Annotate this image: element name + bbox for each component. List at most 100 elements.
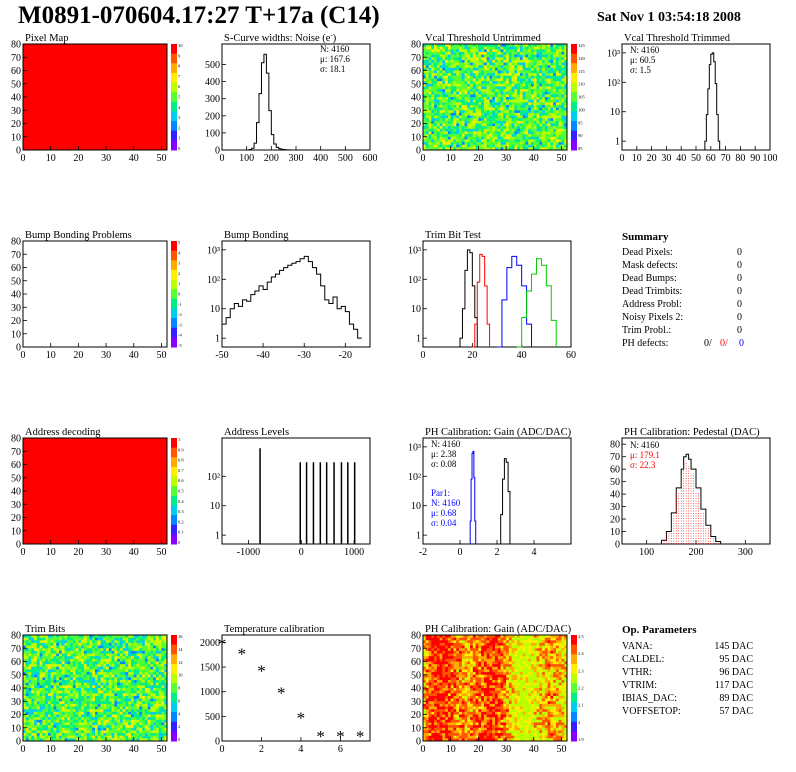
heatmap-cell bbox=[95, 711, 99, 715]
heatmap-cell bbox=[456, 126, 460, 130]
heatmap-cell bbox=[461, 49, 465, 53]
x-tick-label: 200 bbox=[689, 547, 704, 558]
heatmap-cell bbox=[89, 706, 93, 710]
heatmap-cell bbox=[39, 685, 43, 689]
heatmap-cell bbox=[39, 695, 43, 699]
heatmap-cell bbox=[472, 75, 477, 79]
heatmap-cell bbox=[558, 70, 562, 74]
heatmap-cell bbox=[464, 46, 468, 50]
heatmap-cell bbox=[489, 81, 493, 85]
heatmap-cell bbox=[506, 91, 510, 95]
heatmap-cell bbox=[36, 640, 41, 644]
heatmap-cell bbox=[486, 86, 490, 90]
heatmap-cell bbox=[423, 46, 427, 50]
heatmap-cell bbox=[508, 131, 513, 135]
heatmap-cell bbox=[75, 653, 79, 657]
heatmap-cell bbox=[425, 86, 429, 90]
heatmap-cell bbox=[128, 642, 132, 646]
heatmap-cell bbox=[459, 62, 463, 66]
heatmap-cell bbox=[42, 682, 46, 686]
heatmap-cell bbox=[519, 86, 524, 90]
heatmap-cell bbox=[72, 719, 77, 723]
heatmap-cell bbox=[158, 695, 162, 699]
heatmap-cell bbox=[131, 714, 135, 718]
heatmap-cell bbox=[511, 99, 515, 103]
heatmap-cell bbox=[64, 698, 68, 702]
heatmap-cell bbox=[525, 65, 529, 69]
heatmap-cell bbox=[522, 123, 526, 127]
heatmap-cell bbox=[428, 89, 432, 93]
heatmap-cell bbox=[470, 83, 474, 87]
heatmap-cell bbox=[517, 94, 521, 98]
heatmap-cell bbox=[95, 642, 99, 646]
heatmap-cell bbox=[142, 719, 146, 723]
y-tick-label: 10 bbox=[610, 527, 620, 538]
heatmap-cell bbox=[423, 112, 427, 116]
heatmap-cell bbox=[522, 89, 526, 93]
heatmap-cell bbox=[139, 690, 143, 694]
x-tick-label: 50 bbox=[156, 744, 166, 755]
heatmap-cell bbox=[108, 674, 113, 678]
heatmap-cell bbox=[453, 144, 457, 148]
heatmap-cell bbox=[36, 635, 41, 639]
heatmap-cell bbox=[428, 688, 432, 692]
heatmap-cell bbox=[106, 685, 110, 689]
heatmap-cell bbox=[47, 738, 52, 742]
heatmap-cell bbox=[470, 81, 474, 85]
heatmap-cell bbox=[439, 719, 443, 723]
heatmap-cell bbox=[558, 75, 562, 79]
heatmap-cell bbox=[425, 685, 429, 689]
heatmap-cell bbox=[31, 672, 35, 676]
heatmap-cell bbox=[495, 131, 499, 135]
heatmap-cell bbox=[34, 674, 38, 678]
heatmap-cell bbox=[470, 44, 474, 48]
heatmap-cell bbox=[519, 147, 524, 151]
heatmap-cell bbox=[533, 59, 537, 63]
heatmap-cell bbox=[525, 107, 529, 111]
heatmap-cell bbox=[139, 693, 143, 697]
heatmap-cell bbox=[103, 725, 107, 729]
heatmap-cell bbox=[472, 128, 477, 132]
y-tick-label: 30 bbox=[11, 106, 21, 117]
heatmap-cell bbox=[514, 57, 518, 61]
heatmap-cell bbox=[453, 44, 457, 48]
heatmap-cell bbox=[81, 695, 85, 699]
heatmap-cell bbox=[492, 110, 496, 114]
heatmap-cell bbox=[42, 648, 46, 652]
heatmap-cell bbox=[464, 120, 468, 124]
heatmap-cell bbox=[450, 142, 454, 146]
heatmap-cell bbox=[45, 735, 49, 739]
heatmap-cell bbox=[150, 635, 154, 639]
heatmap-cell bbox=[531, 67, 535, 71]
heatmap-cell bbox=[42, 698, 46, 702]
heatmap-cell bbox=[45, 727, 49, 731]
heatmap-cell bbox=[158, 664, 162, 668]
heatmap-cell bbox=[164, 714, 168, 718]
heatmap-cell bbox=[56, 672, 60, 676]
heatmap-cell bbox=[550, 46, 554, 50]
heatmap-cell bbox=[75, 669, 79, 673]
heatmap-cell bbox=[153, 719, 157, 723]
heatmap-cell bbox=[478, 94, 482, 98]
heatmap-cell bbox=[100, 698, 104, 702]
heatmap-cell bbox=[53, 693, 57, 697]
heatmap-cell bbox=[117, 640, 121, 644]
heatmap-cell bbox=[472, 65, 477, 69]
heatmap-cell bbox=[75, 658, 79, 662]
heatmap-cell bbox=[470, 118, 474, 122]
heatmap-cell bbox=[553, 65, 557, 69]
heatmap-cell bbox=[544, 136, 549, 140]
heatmap-cell bbox=[31, 656, 35, 660]
heatmap-cell bbox=[150, 669, 154, 673]
heatmap-cell bbox=[517, 126, 521, 130]
palette-label: 0 bbox=[178, 146, 181, 151]
heatmap-cell bbox=[75, 706, 79, 710]
heatmap-cell bbox=[23, 706, 27, 710]
heatmap-cell bbox=[442, 144, 446, 148]
heatmap-cell bbox=[100, 706, 104, 710]
heatmap-cell bbox=[39, 658, 43, 662]
scatter-point: * bbox=[237, 644, 246, 663]
heatmap-cell bbox=[447, 57, 452, 61]
heatmap-cell bbox=[59, 666, 63, 670]
heatmap-cell bbox=[442, 640, 446, 644]
